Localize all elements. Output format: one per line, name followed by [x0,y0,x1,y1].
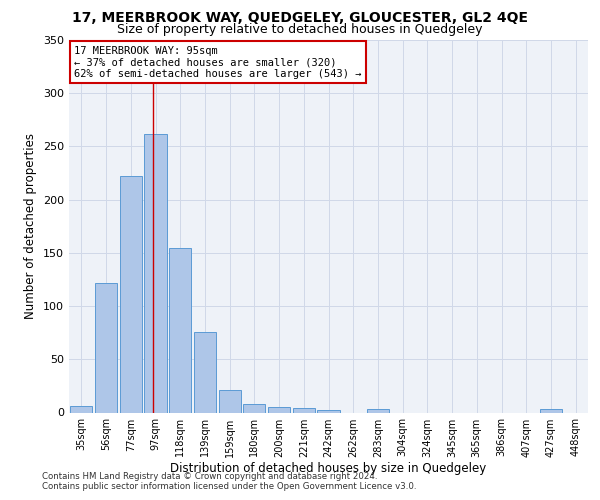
Bar [95,282,117,412]
Bar [540,410,562,412]
Bar [243,404,265,412]
Bar [119,176,142,412]
Text: 17, MEERBROOK WAY, QUEDGELEY, GLOUCESTER, GL2 4QE: 17, MEERBROOK WAY, QUEDGELEY, GLOUCESTER… [72,11,528,25]
Bar [367,410,389,412]
Bar [70,406,92,412]
Bar [268,407,290,412]
Text: 17 MEERBROOK WAY: 95sqm
← 37% of detached houses are smaller (320)
62% of semi-d: 17 MEERBROOK WAY: 95sqm ← 37% of detache… [74,46,362,79]
Text: Size of property relative to detached houses in Quedgeley: Size of property relative to detached ho… [117,22,483,36]
Bar [145,134,167,412]
Bar [169,248,191,412]
Bar [194,332,216,412]
Y-axis label: Number of detached properties: Number of detached properties [25,133,37,320]
Bar [293,408,315,412]
Bar [317,410,340,412]
X-axis label: Distribution of detached houses by size in Quedgeley: Distribution of detached houses by size … [170,462,487,475]
Text: Contains HM Land Registry data © Crown copyright and database right 2024.
Contai: Contains HM Land Registry data © Crown c… [42,472,416,491]
Bar [218,390,241,412]
